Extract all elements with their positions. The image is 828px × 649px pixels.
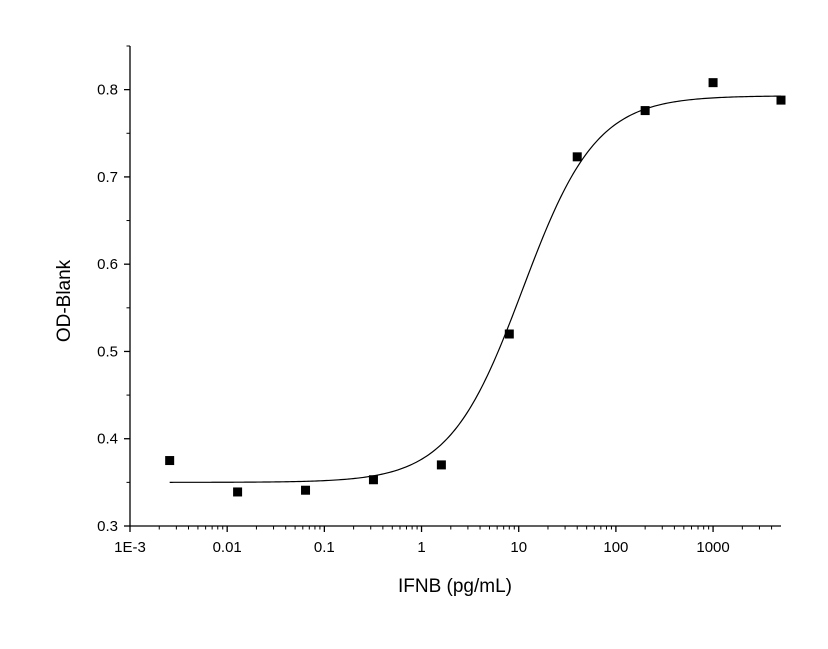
x-tick-label: 0.1 — [314, 539, 335, 556]
data-point — [776, 95, 786, 105]
y-tick-label: 0.4 — [97, 431, 118, 448]
y-axis-title: OD-Blank — [54, 259, 75, 342]
data-point — [165, 456, 175, 466]
y-tick-label: 0.8 — [97, 82, 118, 99]
data-point — [572, 152, 582, 162]
x-tick-label: 1000 — [696, 539, 729, 556]
data-point — [708, 78, 718, 88]
y-tick-label: 0.6 — [97, 256, 118, 273]
data-point — [504, 329, 514, 339]
axes: 0.3 0.4 0.5 0.6 0.7 0.8 1E-3 0.01 0.1 1 10 100 1000 — [97, 45, 781, 556]
data-point — [368, 475, 378, 485]
data-points — [165, 78, 786, 497]
x-tick-label: 100 — [603, 539, 628, 556]
fit-curve — [169, 95, 782, 483]
x-axis-title: IFNB (pg/mL) — [398, 576, 512, 597]
fit-curve-group — [169, 95, 782, 483]
x-tick-label: 0.01 — [213, 539, 242, 556]
y-tick-label: 0.5 — [97, 343, 118, 360]
x-tick-label: 1 — [417, 539, 425, 556]
x-tick-label: 1E-3 — [114, 539, 146, 556]
y-tick-label: 0.3 — [97, 518, 118, 535]
x-tick-label: 10 — [510, 539, 527, 556]
data-point — [301, 485, 311, 495]
data-point — [233, 487, 243, 497]
data-point — [436, 460, 446, 470]
y-tick-label: 0.7 — [97, 169, 118, 186]
data-point — [640, 106, 650, 116]
